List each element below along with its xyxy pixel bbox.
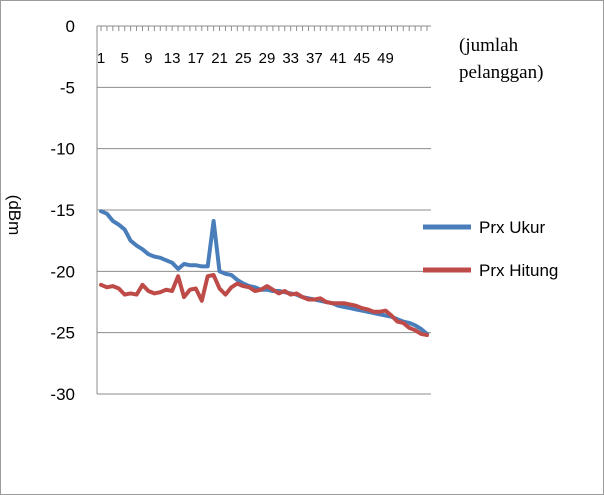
- x-axis-label-line-1: (jumlah: [459, 35, 519, 56]
- legend: Prx Ukur Prx Hitung: [423, 218, 558, 280]
- y-tick-label: -20: [50, 262, 75, 281]
- y-axis-label: (dBm: [5, 195, 24, 236]
- legend-label-prx-hitung: Prx Hitung: [479, 261, 558, 280]
- x-tick-label: 41: [330, 50, 347, 67]
- y-tick-label: -5: [60, 78, 75, 97]
- x-axis-label-line-2: pelanggan): [459, 62, 543, 83]
- y-tick-label: -10: [50, 140, 75, 159]
- x-tick-label: 9: [144, 50, 152, 67]
- legend-label-prx-ukur: Prx Ukur: [479, 218, 545, 237]
- y-tick-label: -15: [50, 201, 75, 220]
- x-tick-label: 5: [121, 50, 129, 67]
- series-line-prx-ukur: [99, 209, 429, 336]
- x-tick-label: 45: [353, 50, 370, 67]
- x-tick-label: 49: [377, 50, 394, 67]
- x-tick-label: 13: [164, 50, 181, 67]
- y-tick-label: -30: [50, 385, 75, 404]
- x-tick-label: 29: [259, 50, 276, 67]
- y-tick-label: -25: [50, 324, 75, 343]
- x-tick-label: 25: [235, 50, 252, 67]
- x-tick-label: 21: [211, 50, 228, 67]
- x-tick-label: 33: [282, 50, 299, 67]
- x-tick-label: 37: [306, 50, 323, 67]
- series-line-prx-hitung: [99, 273, 429, 338]
- y-tick-label: 0: [66, 17, 75, 36]
- axis-layer: [96, 26, 428, 394]
- x-tick-label: 1: [97, 50, 105, 67]
- series-layer: [99, 209, 429, 338]
- grid-layer: [97, 25, 431, 395]
- label-layer: 0 -5 -10 -15 -20 -25 -30 1 5 9 13 17 21 25 29 33 37 41 45 4…: [50, 17, 393, 404]
- x-tick-label: 17: [187, 50, 204, 67]
